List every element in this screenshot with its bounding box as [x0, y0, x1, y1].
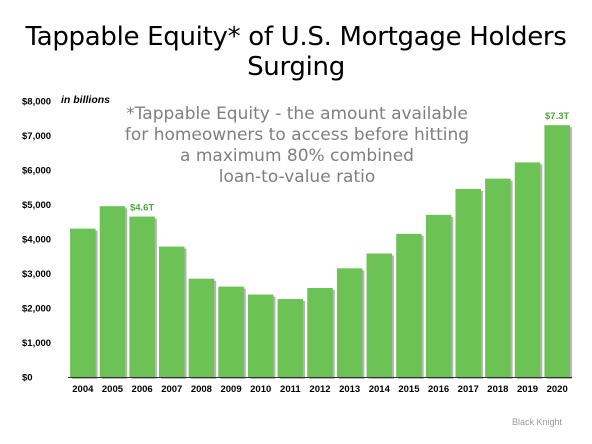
bar: [277, 299, 304, 377]
bar: [247, 294, 274, 377]
bar: [366, 253, 393, 377]
y-tick-label: $2,000: [22, 304, 51, 315]
y-tick-label: $3,000: [22, 269, 51, 280]
x-tick-label: 2020: [547, 384, 568, 395]
bar: [188, 278, 215, 377]
y-tick-label: $8,000: [22, 97, 51, 108]
bar: [159, 246, 185, 377]
chart-title: Tappable Equity* of U.S. Mortgage Holder…: [25, 22, 567, 82]
x-tick-label: 2012: [309, 384, 330, 395]
definition-note: *Tappable Equity - the amount available …: [112, 104, 482, 188]
y-tick-label: $1,000: [22, 338, 51, 349]
data-label: $4.6T: [130, 203, 154, 214]
bar: [514, 162, 541, 377]
x-tick-label: 2018: [487, 384, 508, 395]
bar: [307, 287, 333, 377]
x-tick-label: 2015: [398, 384, 420, 395]
y-tick-label: $5,000: [22, 200, 51, 211]
x-tick-label: 2007: [161, 384, 182, 395]
x-tick-label: 2009: [220, 384, 241, 395]
y-axis-units-label: in billions: [61, 94, 110, 106]
x-tick-label: 2017: [458, 384, 479, 395]
bar: [336, 268, 363, 377]
bar: [544, 125, 570, 378]
x-tick-label: 2011: [280, 384, 301, 395]
data-label: $7.3T: [545, 111, 569, 122]
y-tick-label: $0: [22, 373, 33, 384]
x-tick-label: 2005: [102, 384, 124, 395]
note-line: *Tappable Equity - the amount available: [126, 104, 468, 124]
x-tick-label: 2016: [428, 384, 449, 395]
y-tick-label: $4,000: [22, 235, 51, 246]
y-tick-label: $6,000: [22, 166, 51, 177]
x-tick-label: 2010: [250, 384, 271, 395]
bar: [129, 216, 155, 377]
bar: [455, 188, 481, 377]
y-tick-label: $7,000: [22, 131, 51, 142]
note-line: for homeowners to access before hitting: [124, 125, 470, 145]
source-label: Black Knight: [511, 417, 562, 427]
x-tick-label: 2013: [339, 384, 360, 395]
bar: [425, 214, 452, 377]
x-tick-label: 2006: [132, 384, 153, 395]
bar: [396, 233, 422, 377]
x-tick-label: 2004: [72, 384, 94, 395]
bar: [70, 228, 96, 377]
x-tick-label: 2019: [517, 384, 538, 395]
bar: [99, 206, 126, 377]
x-tick-label: 2014: [369, 384, 391, 395]
bar: [218, 286, 244, 377]
bar: [485, 178, 511, 377]
x-tick-label: 2008: [191, 384, 212, 395]
note-line: loan-to-value ratio: [218, 167, 376, 187]
note-line: a maximum 80% combined: [180, 146, 414, 166]
